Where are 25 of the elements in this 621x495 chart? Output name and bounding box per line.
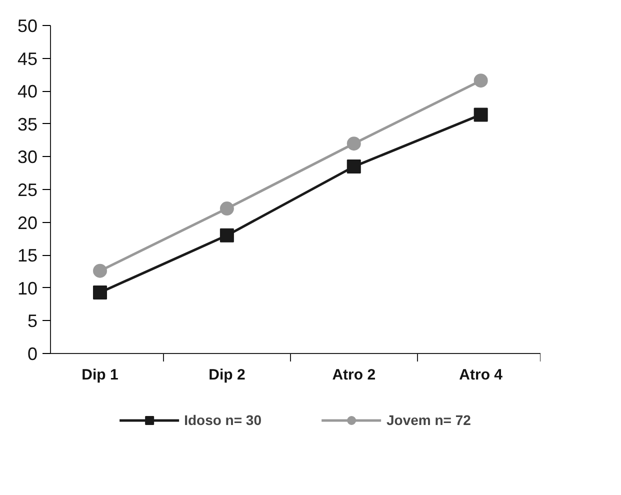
point [220, 228, 234, 242]
y-tick-label: 20 [17, 212, 38, 233]
y-tick-label: 10 [17, 278, 38, 298]
y-tick-label: 45 [17, 48, 38, 69]
y-tick-label: 0 [27, 344, 38, 364]
point [474, 74, 488, 88]
x-tick-label: Atro 2 [332, 366, 376, 384]
y-tick-label: 25 [17, 180, 38, 200]
point [93, 285, 108, 300]
point [346, 136, 361, 151]
y-tick-label: 5 [27, 311, 38, 332]
y-tick-label: 30 [17, 147, 38, 168]
legend-label: Jovem n= 72 [386, 412, 471, 428]
y-tick-label: 40 [17, 82, 38, 102]
x-tick-label: Dip 1 [82, 366, 118, 384]
y-tick-label: 15 [17, 246, 38, 266]
point [346, 160, 361, 174]
point [220, 202, 234, 216]
point [93, 264, 108, 278]
point [474, 108, 488, 122]
legend-label: Idoso n= 30 [184, 412, 262, 428]
x-tick-label: Dip 2 [208, 366, 246, 384]
x-tick-label: Atro 4 [459, 366, 504, 384]
y-tick-label: 35 [17, 114, 38, 134]
y-tick-label: 50 [17, 16, 38, 36]
